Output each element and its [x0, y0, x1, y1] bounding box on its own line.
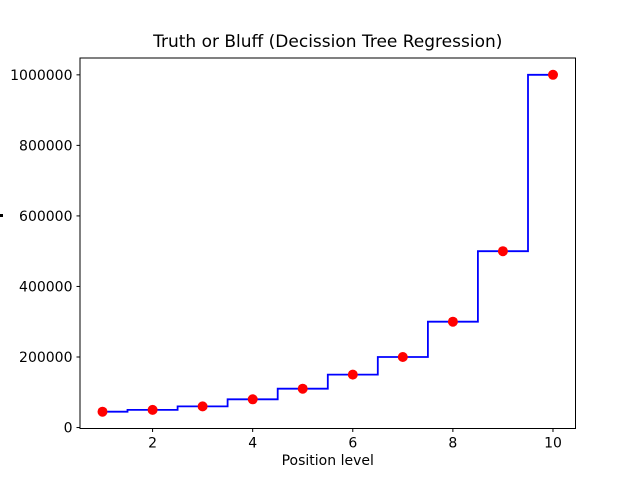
- data-point: [548, 69, 558, 80]
- x-tick-label: 6: [348, 436, 357, 452]
- data-point: [347, 369, 358, 380]
- regression-step-line: [102, 73, 553, 413]
- y-tick-label: 600000: [19, 209, 72, 225]
- y-tick-label: 800000: [19, 138, 72, 154]
- data-point: [497, 246, 508, 257]
- data-point: [147, 404, 158, 415]
- x-tick-label: 2: [148, 436, 157, 452]
- chart-title: Truth or Bluff (Decission Tree Regressio…: [152, 32, 502, 52]
- y-tick-label: 400000: [19, 279, 72, 295]
- x-tick-label: 4: [248, 436, 257, 452]
- y-tick-label: 0: [64, 421, 73, 437]
- data-point: [397, 352, 408, 362]
- y-tick-label: 200000: [19, 350, 72, 366]
- y-axis-label-fragment: [0, 214, 3, 217]
- plot-area-border: [79, 57, 576, 429]
- x-tick-label: 10: [544, 436, 562, 452]
- x-axis-label: Position level: [282, 453, 374, 469]
- data-point: [297, 383, 308, 394]
- y-tick-label: 1000000: [10, 68, 72, 84]
- data-point: [97, 406, 108, 417]
- data-point: [197, 401, 208, 412]
- chart-series: [97, 69, 558, 417]
- x-tick-label: 8: [448, 436, 457, 452]
- axis-ticks: 2 4 6 8 10 0 200000 400000 600000 800000 1000000: [10, 68, 562, 452]
- data-point: [447, 316, 458, 327]
- data-point: [247, 394, 258, 405]
